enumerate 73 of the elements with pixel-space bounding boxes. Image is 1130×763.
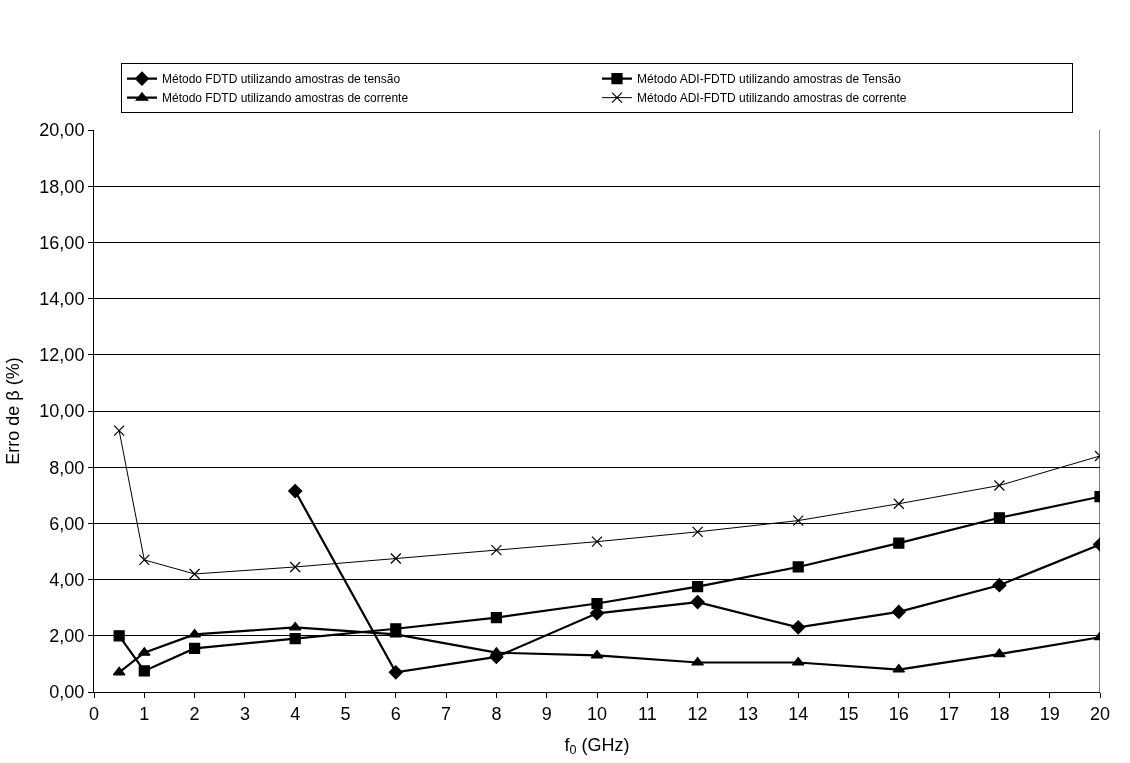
point — [993, 512, 1005, 524]
point — [791, 656, 805, 666]
x-tick-label: 15 — [838, 703, 859, 724]
y-tick-label: 16,00 — [39, 232, 85, 253]
legend-label: Método FDTD utilizando amostras de tensão — [162, 72, 401, 87]
x-tick-label: 17 — [939, 703, 960, 724]
y-tick-label: 4,00 — [49, 569, 85, 590]
y-tick-label: 10,00 — [39, 401, 85, 422]
point — [390, 552, 402, 565]
y-tick-label: 20,00 — [39, 120, 85, 141]
x-tick-label: 4 — [290, 703, 301, 724]
y-tick-label: 0,00 — [49, 682, 85, 703]
x-tick-label: 11 — [637, 703, 657, 724]
y-tick-label: 12,00 — [39, 345, 85, 366]
x-tick-label: 13 — [737, 703, 758, 724]
x-tick-label: 18 — [989, 703, 1010, 724]
x-tick-label: 6 — [390, 703, 401, 724]
x-tick-label: 2 — [189, 703, 200, 724]
point — [289, 633, 301, 645]
point — [993, 648, 1006, 658]
point — [891, 604, 906, 620]
point — [893, 498, 905, 510]
x-tick-label: 19 — [1039, 703, 1060, 724]
point — [992, 578, 1007, 593]
point — [590, 649, 604, 659]
point — [490, 611, 502, 624]
point — [692, 581, 704, 593]
point — [113, 425, 125, 437]
point — [490, 544, 502, 556]
x-tick-label: 20 — [1089, 703, 1111, 724]
point — [591, 536, 603, 548]
point — [189, 642, 201, 655]
x-tick-label: 1 — [139, 703, 150, 724]
legend-label: Método ADI-FDTD utilizando amostras de corrente — [637, 91, 907, 106]
y-tick-label: 14,00 — [39, 288, 85, 309]
x-tick-label: 3 — [239, 703, 250, 724]
point — [691, 656, 704, 666]
x-tick-label: 10 — [586, 703, 608, 724]
point — [189, 568, 201, 580]
x-tick-label: 16 — [888, 703, 909, 724]
x-tick-label: 14 — [788, 703, 809, 724]
point — [138, 665, 150, 677]
point — [791, 620, 806, 635]
point — [289, 561, 301, 573]
point — [288, 621, 302, 631]
point — [138, 554, 150, 566]
point — [591, 597, 603, 610]
point — [792, 561, 804, 573]
legend-label: Método FDTD utilizando amostras de corrente — [162, 91, 409, 106]
x-tick-label: 7 — [441, 703, 452, 724]
y-tick-label: 18,00 — [39, 176, 85, 197]
x-tick-label: 12 — [687, 703, 708, 724]
point — [893, 537, 905, 549]
legend-label: Método ADI-FDTD utilizando amostras de Tensão — [637, 72, 902, 87]
point — [792, 514, 804, 527]
x-axis-title: f$_{0}$ (GHz) — [564, 734, 630, 758]
point — [993, 479, 1005, 492]
y-tick-label: 2,00 — [49, 626, 85, 647]
point — [892, 663, 906, 673]
x-tick-label: 8 — [491, 703, 502, 724]
x-tick-label: 0 — [88, 703, 100, 724]
point — [188, 628, 201, 638]
point — [288, 483, 303, 499]
point — [690, 594, 705, 610]
y-axis-title: Erro de β (%) — [2, 357, 23, 465]
y-tick-label: 8,00 — [49, 457, 85, 478]
x-tick-label: 9 — [541, 703, 552, 724]
point — [112, 666, 126, 676]
x-tick-label: 5 — [340, 703, 351, 724]
point — [692, 526, 704, 538]
y-tick-label: 6,00 — [49, 513, 85, 534]
point — [388, 665, 403, 680]
point — [113, 630, 125, 642]
